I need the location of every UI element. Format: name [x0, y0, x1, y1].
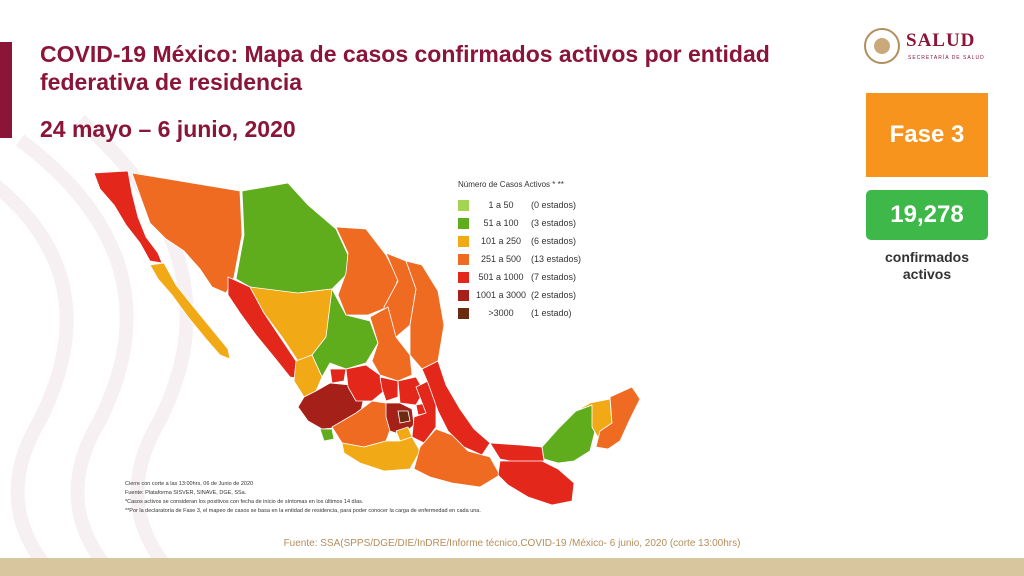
legend-swatch	[458, 307, 469, 319]
legend-states: (13 estados)	[531, 254, 582, 264]
map-state-colima	[319, 428, 335, 442]
legend-item: 51 a 100 (3 estados)	[458, 214, 618, 232]
legend-states: (0 estados)	[531, 200, 577, 210]
legend-states: (3 estados)	[531, 218, 577, 228]
map-state-chiapas	[497, 460, 575, 506]
map-state-coahuila	[335, 226, 399, 316]
map-state-tabasco	[489, 442, 545, 464]
source-citation: Fuente: SSA(SPPS/DGE/DIE/InDRE/Informe t…	[283, 538, 741, 549]
seal-icon	[864, 28, 900, 64]
date-range: 24 mayo – 6 junio, 2020	[40, 116, 296, 142]
legend-states: (2 estados)	[531, 290, 577, 300]
accent-bar	[0, 42, 12, 138]
legend-swatch	[458, 199, 469, 211]
legend-item: >3000 (1 estado)	[458, 304, 618, 322]
legend-item: 501 a 1000 (7 estados)	[458, 268, 618, 286]
legend-range: 1 a 50	[488, 200, 514, 210]
map-state-queretaro	[379, 376, 399, 402]
legend-item: 251 a 500 (13 estados)	[458, 250, 618, 268]
active-count-label: confirmados activos	[884, 249, 969, 282]
map-state-quintana-roo	[595, 386, 641, 450]
legend-states: (7 estados)	[531, 272, 577, 282]
legend-range: 251 a 500	[480, 254, 522, 264]
footnote: *Casos activos se consideran los positiv…	[125, 499, 364, 505]
footnote: Fuente: Plataforma SISVER, SINAVE, DGE, …	[125, 490, 247, 496]
logo-subtitle: SECRETARÍA DE SALUD	[908, 55, 985, 61]
legend-item: 101 a 250 (6 estados)	[458, 232, 618, 250]
legend-swatch	[458, 235, 469, 247]
map-state-veracruz	[421, 360, 491, 456]
legend-range: 501 a 1000	[478, 272, 524, 282]
legend-swatch	[458, 271, 469, 283]
phase-badge: Fase 3	[866, 93, 988, 177]
map-state-san-luis-potosi	[369, 306, 413, 382]
footnote: Cierre con corte a las 13:00hrs, 06 de J…	[125, 481, 254, 487]
legend-swatch	[458, 253, 469, 265]
legend-item: 1001 a 3000 (2 estados)	[458, 286, 618, 304]
legend-range: 51 a 100	[483, 218, 519, 228]
legend-states: (6 estados)	[531, 236, 577, 246]
legend-range: 101 a 250	[480, 236, 522, 246]
footnote: **Por la declaratoria de Fase 3, el mape…	[125, 508, 481, 514]
bottom-band	[0, 558, 1024, 576]
map-state-cdmx	[397, 410, 411, 424]
page-title: COVID-19 México: Mapa de casos confirmad…	[40, 41, 770, 95]
map-legend: Número de Casos Activos * ** 1 a 50 (0 e…	[458, 180, 618, 322]
legend-title: Número de Casos Activos * **	[458, 180, 564, 189]
mexico-map	[93, 170, 641, 506]
legend-states: (1 estado)	[531, 308, 572, 318]
map-state-aguascalientes	[329, 368, 347, 384]
footnotes: Cierre con corte a las 13:00hrs, 06 de J…	[125, 480, 605, 516]
legend-range: 1001 a 3000	[475, 290, 527, 300]
legend-range: >3000	[488, 308, 514, 318]
map-state-campeche	[541, 404, 597, 464]
legend-item: 1 a 50 (0 estados)	[458, 196, 618, 214]
map-state-chihuahua	[235, 182, 349, 294]
map-state-guanajuato	[345, 364, 385, 402]
logo-name: SALUD	[906, 30, 976, 51]
map-state-baja-california-sur	[149, 262, 231, 360]
legend-swatch	[458, 289, 469, 301]
map-state-sonora	[131, 172, 243, 294]
salud-logo: SALUD SECRETARÍA DE SALUD	[864, 28, 994, 72]
legend-swatch	[458, 217, 469, 229]
map-state-tamaulipas	[405, 260, 445, 370]
active-count: 19,278	[866, 190, 988, 240]
